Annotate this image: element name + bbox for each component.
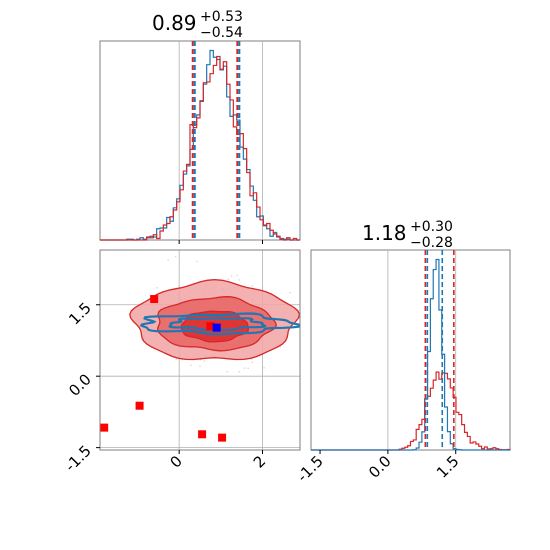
sample-point <box>243 367 246 369</box>
sample-point <box>226 370 228 373</box>
hist1-frame <box>99 40 301 241</box>
hist2-title-value: 1.18 <box>362 221 407 245</box>
hist2-xtick-label-2: 1.5 <box>433 452 463 482</box>
hist1-panel <box>99 40 301 244</box>
hist2-panel: -1.5 0.0 1.5 <box>293 249 511 486</box>
hist1-red-series <box>100 55 300 241</box>
sample-point <box>167 259 169 261</box>
blue-contour-0 <box>139 312 300 336</box>
hist2-blue-series <box>311 258 510 451</box>
sample-point <box>279 346 282 348</box>
hist1-title-plus: +0.53 <box>200 9 243 25</box>
sample-point <box>251 361 254 364</box>
hist2-xtick-label-1: 0.0 <box>365 452 395 482</box>
sample-point <box>199 365 201 367</box>
scatter-ytick-label-2: 1.5 <box>65 299 95 329</box>
scatter-plot-area <box>100 250 300 450</box>
sample-point <box>262 287 264 289</box>
sample-point <box>203 360 206 362</box>
sample-point <box>238 370 240 373</box>
sample-point <box>247 367 250 370</box>
sample-point <box>156 286 158 289</box>
hist2-red-series <box>311 371 511 451</box>
sample-point <box>196 260 198 263</box>
hist2-title: 1.18 +0.30 −0.28 <box>362 219 453 251</box>
sample-point <box>190 364 192 367</box>
sample-point <box>178 285 181 287</box>
scatter-ytick-label-0: -1.5 <box>61 442 94 475</box>
scatter-ytick-label-1: 0.0 <box>65 370 95 400</box>
scatter-xtick-label-0: 0 <box>167 452 186 471</box>
hist1-title-value: 0.89 <box>152 11 197 35</box>
red-marker-4 <box>198 430 207 439</box>
scatter-frame <box>99 249 301 451</box>
blue-contour-1 <box>168 317 267 332</box>
hist1-blue-series <box>100 49 300 241</box>
sample-point <box>238 279 240 281</box>
sample-point <box>230 275 233 277</box>
hist2-xtick-label-0: -1.5 <box>293 452 326 485</box>
sample-point <box>251 284 254 287</box>
red-marker-3 <box>100 423 109 432</box>
red-marker-2 <box>135 401 144 410</box>
sample-point <box>236 274 239 276</box>
red-marker-0 <box>150 295 159 304</box>
sample-point <box>263 366 265 369</box>
scatter-panel: 0 2 -1.5 0.0 1.5 <box>61 249 301 475</box>
sample-point <box>175 358 177 361</box>
sample-point <box>289 291 291 294</box>
red-marker-5 <box>218 433 227 442</box>
sample-point <box>227 278 230 280</box>
scatter-xtick-label-1: 2 <box>250 452 269 471</box>
hist2-frame <box>310 249 511 451</box>
blue-marker <box>212 323 221 332</box>
hist1-title: 0.89 +0.53 −0.54 <box>152 9 243 41</box>
hist1-title-minus: −0.54 <box>200 25 243 41</box>
hist2-title-plus: +0.30 <box>410 219 453 235</box>
sample-point <box>174 255 177 258</box>
red-marker-1 <box>206 322 215 331</box>
hist2-title-minus: −0.28 <box>410 235 453 251</box>
